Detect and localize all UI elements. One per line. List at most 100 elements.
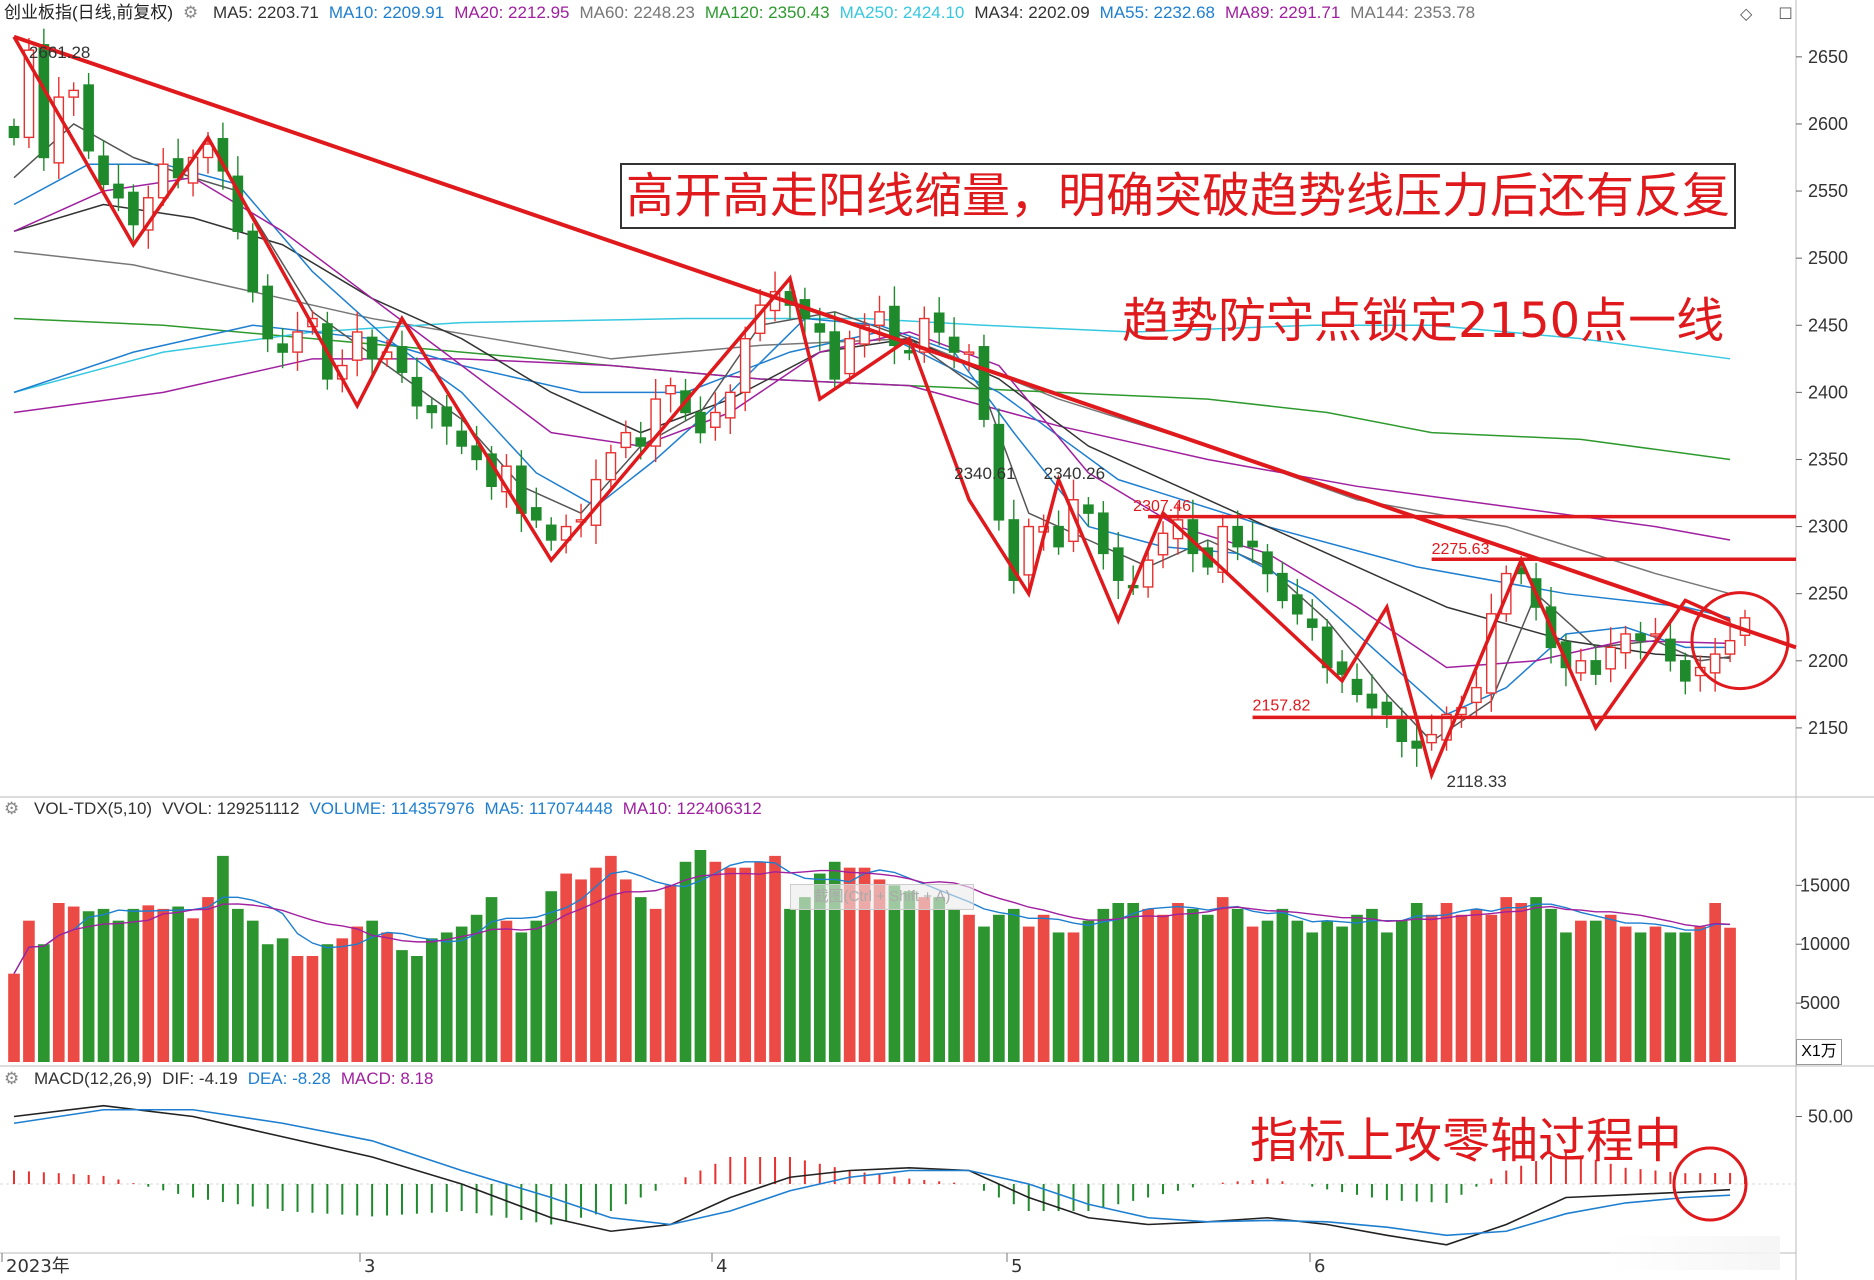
volume-bar	[1216, 897, 1229, 1062]
volume-bar	[1679, 932, 1692, 1062]
candle-down	[829, 331, 841, 380]
ma-line-ma89	[13, 358, 1731, 541]
time-axis-label: 5	[1011, 1256, 1022, 1277]
volume-legend-item: VVOL: 129251112	[162, 799, 300, 818]
candle-down	[978, 346, 990, 420]
volume-bar	[1709, 903, 1721, 1062]
volume-bar	[276, 938, 289, 1062]
candle-down	[1292, 594, 1303, 615]
candle-down	[1247, 540, 1258, 548]
volume-bar	[1410, 903, 1423, 1062]
candle-up	[620, 431, 632, 449]
candle-up	[710, 411, 721, 428]
ma-line-ma55	[13, 324, 1731, 619]
volume-bar	[1246, 926, 1259, 1062]
candle-down	[1232, 525, 1243, 548]
volume-bar	[1724, 927, 1736, 1062]
candle-down	[396, 346, 408, 373]
macd-legend-item: DIF: -4.19	[162, 1069, 238, 1088]
volume-bar	[1172, 903, 1184, 1062]
volume-bar	[8, 973, 20, 1062]
volume-bar	[306, 956, 319, 1062]
volume-bar	[784, 908, 796, 1062]
ma-legend-item: MA34: 2202.09	[974, 3, 1090, 22]
candle-down	[456, 430, 467, 447]
volume-legend-item: MA5: 117074448	[484, 799, 613, 818]
volume-bar	[1022, 926, 1035, 1062]
volume-bar	[232, 908, 244, 1062]
price-tick-label: 2550	[1808, 181, 1848, 201]
volume-bar	[381, 932, 393, 1062]
volume-bar	[261, 944, 274, 1062]
candle-down	[83, 84, 94, 152]
candle-up	[844, 337, 855, 375]
volume-bar	[1664, 932, 1677, 1062]
macd-legend-item: DEA: -8.28	[247, 1069, 331, 1088]
volume-indicator-bar: ⚙ VOL-TDX(5,10) VVOL: 129251112 VOLUME: 11…	[4, 798, 782, 820]
volume-unit: X1万	[1796, 1039, 1842, 1065]
volume-legend-item: VOL-TDX(5,10)	[33, 799, 153, 818]
price-label-p2340b: 2340.26	[1044, 464, 1105, 483]
candle-down	[948, 336, 960, 353]
settings-icon[interactable]: ⚙	[183, 3, 199, 22]
candle-up	[1485, 613, 1497, 694]
candle-down	[232, 175, 244, 233]
candle-down	[441, 406, 453, 427]
candle-down	[38, 44, 50, 159]
volume-bar	[1619, 926, 1632, 1062]
candle-down	[1396, 719, 1408, 743]
candle-down	[1112, 547, 1124, 581]
candle-up	[1471, 686, 1482, 704]
candle-up	[1157, 532, 1169, 556]
settings-icon[interactable]: ⚙	[4, 1069, 20, 1088]
price-tick-label: 2400	[1808, 382, 1848, 402]
volume-bar	[843, 867, 856, 1062]
volume-bar	[1649, 926, 1662, 1062]
price-tick-label: 2150	[1808, 718, 1848, 738]
candle-down	[993, 423, 1005, 521]
diamond-icon[interactable]: ◇	[1740, 6, 1753, 23]
volume-tick-label: 10000	[1800, 934, 1850, 954]
volume-bar	[1694, 926, 1707, 1062]
ma-legend-item: MA20: 2212.95	[454, 3, 570, 22]
candle-down	[1277, 572, 1288, 602]
volume-bar	[545, 891, 558, 1062]
volume-bar	[888, 885, 901, 1062]
annotation-macd: 指标上攻零轴过程中	[1250, 1113, 1683, 1169]
candle-down	[128, 191, 139, 226]
price-tick-label: 2500	[1808, 248, 1848, 268]
ma-line-ma5	[13, 123, 1731, 743]
settings-icon[interactable]: ⚙	[4, 799, 20, 818]
candle-up	[1217, 525, 1229, 573]
candle-up	[1709, 653, 1721, 674]
ma-legend-item: MA10: 2209.91	[328, 3, 445, 22]
maximize-icon[interactable]: ☐	[1778, 6, 1793, 23]
volume-bar	[575, 879, 587, 1062]
candle-up	[1575, 660, 1587, 674]
volume-legend-item: MA10: 122406312	[622, 799, 762, 818]
volume-bar	[1425, 914, 1438, 1062]
volume-bar	[336, 938, 349, 1062]
volume-bar	[649, 908, 662, 1062]
candle-down	[1590, 660, 1602, 675]
volume-bar	[38, 944, 50, 1062]
volume-bar	[679, 861, 692, 1062]
candle-up	[963, 351, 975, 355]
volume-bar	[903, 891, 916, 1062]
candle-down	[530, 507, 542, 521]
wave-zigzag	[12, 35, 1731, 781]
volume-bar	[470, 914, 483, 1062]
ma-legend-item: MA60: 2248.23	[579, 3, 695, 22]
volume-bar	[1082, 920, 1095, 1062]
candle-up	[1142, 559, 1154, 588]
ma-line-ma34	[13, 203, 1731, 659]
macd-tick-label: 50.00	[1808, 1107, 1853, 1127]
volume-bar	[664, 885, 677, 1062]
volume-bar	[605, 855, 617, 1062]
volume-bar	[1589, 920, 1602, 1062]
volume-bar	[1261, 920, 1274, 1062]
volume-bar	[619, 879, 632, 1062]
volume-bar	[485, 897, 498, 1062]
candle-down	[1053, 525, 1064, 548]
volume-bar	[1500, 897, 1513, 1062]
